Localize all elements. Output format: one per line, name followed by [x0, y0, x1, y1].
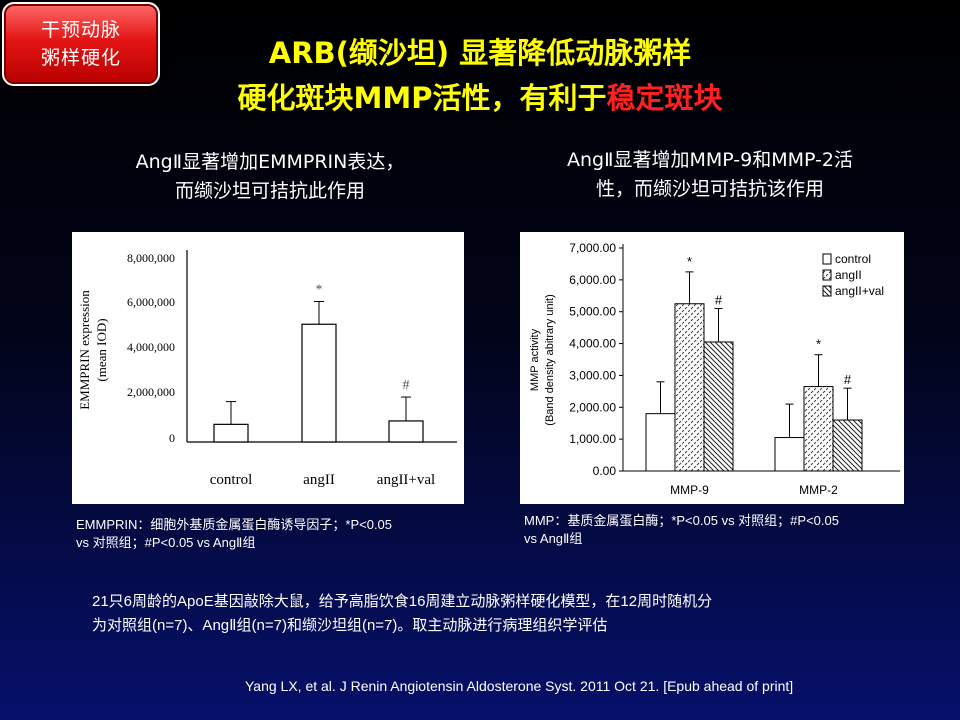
y-tick-label: 5,000.00: [569, 305, 616, 319]
significance-marker: *: [687, 254, 692, 269]
y-tick-label: 6,000,000: [127, 295, 175, 309]
bar-MMP-9-angII+val: [703, 341, 734, 472]
significance-marker: *: [316, 283, 323, 298]
legend-swatch-angII+val: [822, 285, 832, 297]
significance-marker: #: [403, 378, 410, 393]
x-tick-label: MMP-2: [799, 483, 838, 497]
study-description-line-2: 为对照组(n=7)、AngⅡ组(n=7)和缬沙坦组(n=7)。取主动脉进行病理组…: [92, 617, 608, 634]
left-caption-line-2: vs 对照组；#P<0.05 vs AngⅡ组: [76, 535, 256, 550]
legend-label: angII+val: [835, 284, 884, 298]
bar-MMP-9-angII: [674, 303, 705, 472]
significance-marker: #: [844, 372, 852, 387]
left-subtitle-line-2: 而缬沙坦可拮抗此作用: [174, 180, 365, 202]
bar-angII: [301, 323, 337, 443]
slide-title-line-2: 硬化斑块MMP活性，有利于稳定斑块: [150, 75, 810, 117]
y-tick-label: 8,000,000: [127, 251, 175, 265]
bar-MMP-2-angII+val: [832, 419, 863, 472]
y-axis-label: MMP activity: [529, 328, 541, 391]
badge-line-2: 粥样硬化: [40, 47, 121, 69]
bar-MMP-2-control: [774, 437, 805, 472]
emmprin-chart: 8,000,000 6,000,000 4,000,000 2,000,000 0 EMM…: [72, 232, 464, 504]
bar-angII+val: [388, 420, 424, 443]
badge-line-1: 干预动脉: [40, 19, 121, 41]
right-caption: MMP：基质金属蛋白酶；*P<0.05 vs 对照组；#P<0.05 vs An…: [524, 512, 924, 548]
x-tick-label: angII+val: [377, 472, 435, 488]
y-axis-label-units: (Band density abitrary unit): [544, 294, 556, 425]
right-subtitle-line-1: AngⅡ显著增加MMP-9和MMP-2活: [567, 149, 853, 171]
x-tick-label: angII: [303, 472, 335, 488]
study-description-line-1: 21只6周龄的ApoE基因敲除大鼠，给予高脂饮食16周建立动脉粥样硬化模型，在1…: [92, 593, 713, 610]
legend-swatch-angII: [822, 269, 832, 281]
left-caption-line-1: EMMPRIN：细胞外基质金属蛋白酶诱导因子；*P<0.05: [76, 517, 393, 532]
y-tick-label: 1,000.00: [569, 432, 616, 446]
title-main-text: 硬化斑块MMP活性，有利于: [237, 81, 607, 115]
x-tick-label: control: [210, 472, 253, 488]
left-subtitle: AngⅡ显著增加EMMPRIN表达， 而缬沙坦可拮抗此作用: [70, 148, 470, 206]
legend-label: angII: [835, 268, 862, 282]
slide-title-line-1: ARB(缬沙坦) 显著降低动脉粥样: [268, 36, 692, 70]
y-tick-label: 7,000.00: [569, 241, 616, 255]
section-badge: 干预动脉 粥样硬化: [2, 2, 160, 86]
significance-marker: #: [715, 293, 723, 308]
x-tick-label: MMP-9: [670, 483, 709, 497]
y-tick-label: 6,000.00: [569, 273, 616, 287]
y-tick-label: 3,000.00: [569, 368, 616, 382]
y-tick-label: 0.00: [593, 464, 617, 478]
right-caption-line-2: vs AngⅡ组: [524, 531, 583, 546]
significance-marker: *: [816, 337, 821, 352]
left-subtitle-line-1: AngⅡ显著增加EMMPRIN表达，: [135, 151, 405, 173]
right-subtitle: AngⅡ显著增加MMP-9和MMP-2活 性，而缬沙坦可拮抗该作用: [500, 146, 920, 204]
y-tick-label: 4,000,000: [127, 340, 175, 354]
study-description: 21只6周龄的ApoE基因敲除大鼠，给予高脂饮食16周建立动脉粥样硬化模型，在1…: [92, 590, 892, 638]
y-tick-label: 2,000.00: [569, 400, 616, 414]
y-tick-label: 2,000,000: [127, 385, 175, 399]
y-tick-label: 0: [169, 431, 175, 445]
right-caption-line-1: MMP：基质金属蛋白酶；*P<0.05 vs 对照组；#P<0.05: [524, 513, 839, 528]
y-axis-label: EMMPRIN expression (mean IOD): [77, 290, 109, 410]
right-subtitle-line-2: 性，而缬沙坦可拮抗该作用: [595, 178, 824, 200]
bar-MMP-2-angII: [803, 386, 834, 472]
y-tick-label: 4,000.00: [569, 337, 616, 351]
legend-label: control: [835, 252, 871, 266]
bar-MMP-9-control: [645, 413, 676, 472]
mmp-chart-svg: 7,000.00 6,000.00 5,000.00 4,000.00 3,000.00…: [529, 241, 900, 497]
reference-citation: Yang LX, et al. J Renin Angiotensin Aldo…: [245, 678, 794, 694]
left-caption: EMMPRIN：细胞外基质金属蛋白酶诱导因子；*P<0.05 vs 对照组；#P…: [76, 516, 476, 552]
legend-swatch-control: [822, 253, 832, 265]
emmprin-chart-svg: 8,000,000 6,000,000 4,000,000 2,000,000 0 EMM…: [77, 250, 457, 488]
title-highlight-text: 稳定斑块: [606, 81, 723, 115]
bar-control: [213, 423, 249, 443]
mmp-chart: 7,000.00 6,000.00 5,000.00 4,000.00 3,000.00…: [520, 232, 904, 504]
